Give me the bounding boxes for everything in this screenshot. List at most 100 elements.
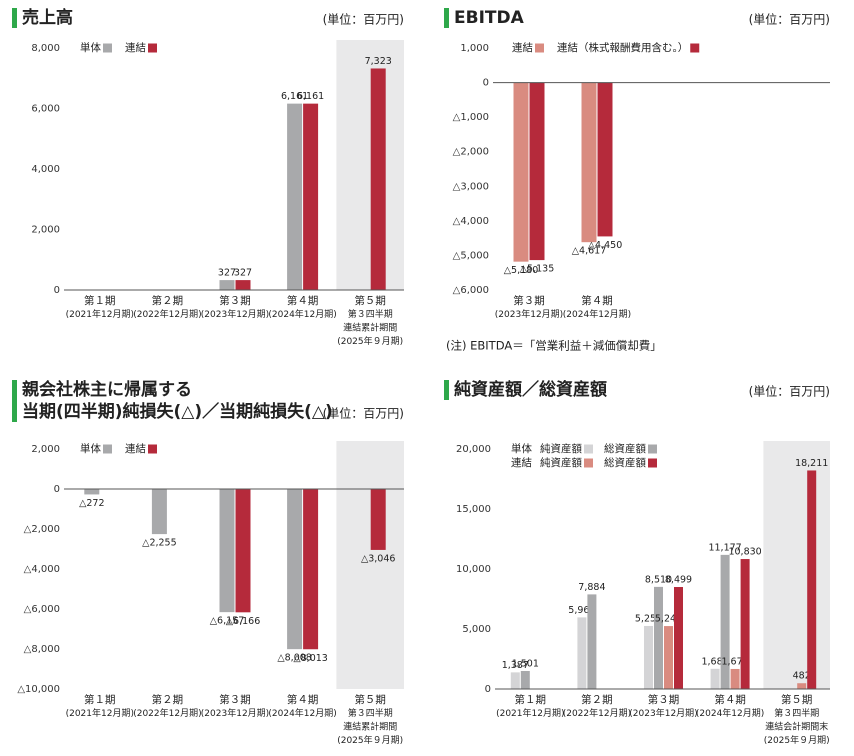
data-label: △3,046 <box>361 553 396 564</box>
data-label: 327 <box>218 268 236 279</box>
x-tick-label: 第３四半期 <box>348 308 393 320</box>
bar <box>219 489 235 613</box>
y-tick-label: △2,000 <box>24 524 60 535</box>
bar <box>529 82 545 261</box>
title-marker <box>444 380 449 400</box>
legend-label: 純資産額 <box>540 442 582 455</box>
legend-label: 純資産額 <box>540 456 582 469</box>
bar <box>664 626 673 689</box>
data-label: 5,244 <box>655 614 682 625</box>
unit-label: (単位：百万円) <box>323 406 404 421</box>
bar <box>303 103 319 290</box>
x-tick-label: (2024年12月期) <box>563 308 631 320</box>
legend-label: 連結 <box>125 41 146 54</box>
chart-title: EBITDA <box>454 8 525 28</box>
data-label: 18,211 <box>795 458 828 469</box>
title-marker <box>12 380 17 422</box>
y-tick-label: 0 <box>483 78 489 89</box>
y-tick-label: 20,000 <box>456 444 491 455</box>
data-label: 11,177 <box>708 542 741 553</box>
bar <box>644 625 653 689</box>
x-tick-label: (2023年12月期) <box>201 308 269 320</box>
data-label: 1,387 <box>502 660 529 671</box>
y-tick-label: 2,000 <box>31 225 60 236</box>
x-tick-label: (2024年12月期) <box>696 707 764 719</box>
title-marker <box>444 8 449 28</box>
y-tick-label: △2,000 <box>453 147 489 158</box>
x-tick-label: 第２期 <box>581 693 613 706</box>
y-tick-label: 1,000 <box>460 43 489 54</box>
bar <box>807 470 817 689</box>
legend-swatch <box>148 43 157 53</box>
y-tick-label: 6,000 <box>31 104 60 115</box>
bar <box>720 554 730 689</box>
data-label: 6,161 <box>297 91 324 102</box>
legend-swatch <box>584 444 593 454</box>
x-tick-label: 第４期 <box>581 294 613 307</box>
bar <box>370 68 386 290</box>
bar <box>740 559 750 689</box>
x-tick-label: 第３期 <box>219 693 251 706</box>
bar <box>287 489 303 650</box>
title-marker <box>12 8 17 28</box>
legend-group: 連結 <box>511 456 532 469</box>
note: (注) EBITDA＝「営業利益＋減価償却費」 <box>446 339 662 353</box>
bar <box>520 670 530 689</box>
bar <box>370 489 386 550</box>
bar <box>710 668 720 689</box>
unit-label: (単位：百万円) <box>323 12 404 27</box>
bar <box>581 82 597 243</box>
x-tick-label: 連結累計期間 <box>343 322 397 334</box>
legend-swatch <box>148 444 157 454</box>
y-tick-label: 15,000 <box>456 504 491 515</box>
y-tick-label: △6,000 <box>24 604 60 615</box>
legend-label: 単体 <box>80 41 101 54</box>
x-tick-label: 第１期 <box>515 693 547 706</box>
data-label: △2,255 <box>142 538 177 549</box>
y-tick-label: 10,000 <box>456 564 491 575</box>
bar <box>577 617 587 689</box>
x-tick-label: (2022年12月期) <box>133 308 201 320</box>
data-label: △6,157 <box>210 616 245 627</box>
x-tick-label: 第３期 <box>648 693 680 706</box>
data-label: 5,967 <box>568 605 595 616</box>
y-tick-label: 2,000 <box>31 444 60 455</box>
data-label: 5,252 <box>635 613 662 624</box>
legend-swatch <box>103 43 112 53</box>
data-label: △6,166 <box>226 616 261 627</box>
legend-swatch <box>535 43 544 53</box>
y-tick-label: 0 <box>54 484 60 495</box>
bar <box>235 489 251 613</box>
legend-swatch <box>584 458 593 468</box>
data-label: 6,161 <box>281 91 308 102</box>
x-tick-label: 連結累計期間 <box>343 721 397 733</box>
y-tick-label: △1,000 <box>453 112 489 123</box>
data-label: 1,501 <box>512 658 539 669</box>
legend-group: 単体 <box>511 442 532 455</box>
x-tick-label: (2022年12月期) <box>133 707 201 719</box>
x-tick-label: 第２期 <box>152 693 184 706</box>
bar <box>513 82 529 262</box>
data-label: △8,008 <box>277 653 312 664</box>
x-tick-label: 第３四半期 <box>348 707 393 719</box>
legend-label: 単体 <box>80 442 101 455</box>
data-label: 7,884 <box>578 582 605 593</box>
data-label: △272 <box>79 498 104 509</box>
legend-label: 連結（株式報酬費用含む。） <box>557 41 688 54</box>
bar <box>84 489 100 495</box>
legend-swatch <box>103 444 112 454</box>
bar <box>654 586 663 689</box>
data-label: 10,830 <box>728 547 761 558</box>
data-label: 1,670 <box>721 656 748 667</box>
bar <box>730 668 740 689</box>
x-tick-label: (2024年12月期) <box>268 707 336 719</box>
bar <box>235 280 251 290</box>
data-label: △8,013 <box>293 653 328 664</box>
y-tick-label: 0 <box>54 285 60 296</box>
data-label: 7,323 <box>365 56 392 67</box>
x-tick-label: 第１期 <box>84 294 116 307</box>
bar <box>597 82 613 237</box>
x-tick-label: 第３四半期 <box>774 707 819 719</box>
x-tick-label: 第４期 <box>287 294 319 307</box>
